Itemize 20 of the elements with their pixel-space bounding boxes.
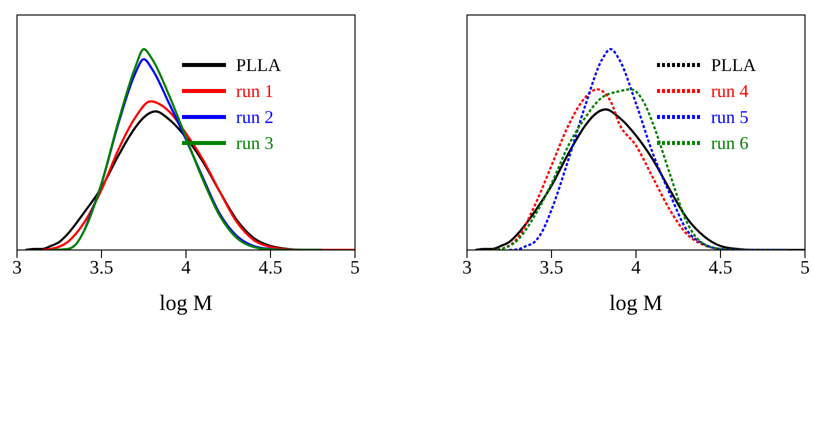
legend-label: run 2: [236, 106, 274, 128]
legend-label: run 3: [236, 132, 274, 154]
legend-label: run 5: [711, 106, 748, 128]
x-tick-label: 4.5: [258, 257, 282, 278]
x-axis-title: log M: [609, 290, 663, 315]
x-tick-label: 3: [12, 257, 22, 278]
x-tick-label: 5: [800, 257, 810, 278]
legend-label: PLLA: [236, 54, 281, 76]
x-tick-label: 4.5: [708, 257, 732, 278]
legend-label: run 1: [236, 80, 274, 102]
x-tick-label: 5: [350, 257, 360, 278]
x-tick-label: 3.5: [540, 257, 564, 278]
x-tick-label: 4: [181, 257, 192, 278]
legend-label: PLLA: [711, 54, 756, 76]
x-tick-label: 4: [631, 257, 642, 278]
x-tick-label: 3.5: [90, 257, 114, 278]
x-tick-label: 3: [462, 257, 472, 278]
legend-label: run 4: [711, 80, 748, 102]
x-axis-title: log M: [159, 290, 213, 315]
legend-label: run 6: [711, 132, 748, 154]
